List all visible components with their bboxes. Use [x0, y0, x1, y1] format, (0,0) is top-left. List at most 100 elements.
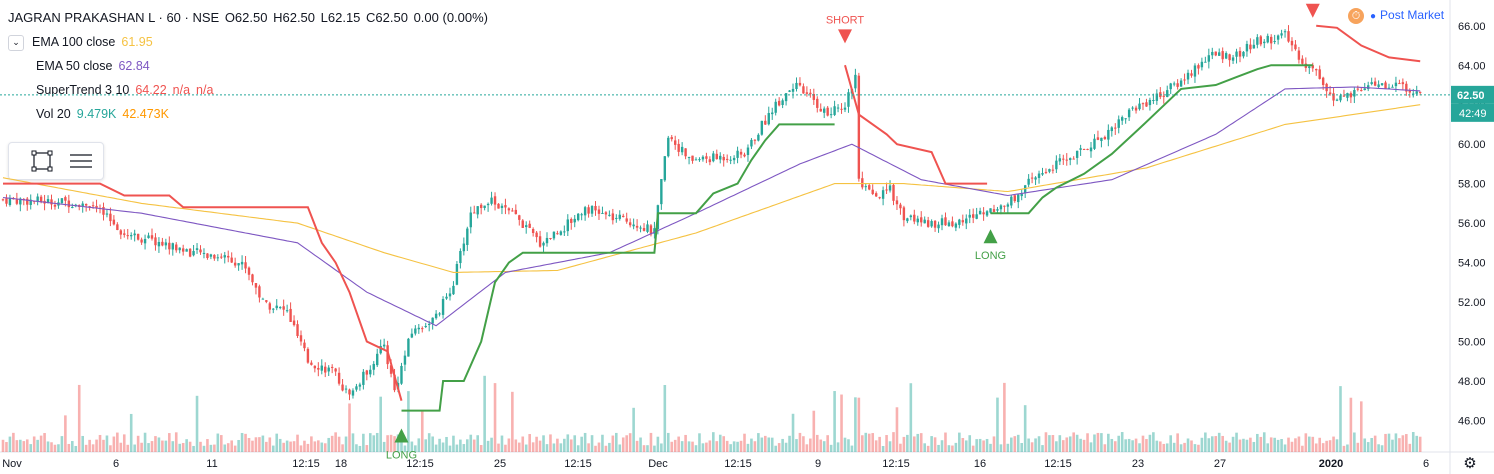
candle-body [1089, 147, 1093, 152]
long-signal: LONG [386, 428, 417, 461]
collapse-toggle[interactable]: ⌄ [8, 34, 24, 51]
candle-body [871, 189, 874, 194]
symbol-title[interactable]: JAGRAN PRAKASHAN L · 60 · NSE [8, 10, 220, 25]
candle-body [1010, 196, 1013, 206]
volume-bar [1256, 433, 1259, 452]
candle-body [209, 254, 213, 257]
candle-body [1166, 90, 1169, 98]
volume-bar [569, 439, 573, 452]
volume-bar [1290, 441, 1294, 452]
candle-body [881, 190, 885, 199]
time-tick-label: 27 [1214, 458, 1226, 470]
candle-body [1370, 82, 1373, 85]
candle-body [310, 362, 313, 365]
candle-body [525, 225, 528, 228]
candle-body [254, 283, 258, 288]
candle-body [989, 208, 992, 213]
candle-body [649, 225, 653, 235]
candle-body [123, 233, 126, 235]
candle-body [102, 206, 105, 215]
volume-bar [1165, 443, 1169, 452]
candle-body [369, 369, 372, 375]
object-tree-button[interactable] [67, 149, 93, 173]
indicator-ema100[interactable]: ⌄ EMA 100 close 61.95 [8, 30, 490, 54]
candle-body [1211, 51, 1214, 56]
volume-bar [77, 384, 81, 452]
candle-body [1235, 51, 1238, 57]
candle-body [840, 108, 843, 110]
post-market-indicator[interactable]: ⏱ ● Post Market [1348, 8, 1444, 24]
volume-bar [1245, 439, 1249, 452]
indicator-extra: n/a [196, 83, 214, 97]
volume-bar [1120, 432, 1124, 452]
volume-bar [60, 436, 64, 452]
volume-bar [171, 441, 175, 452]
volume-bar [1311, 436, 1315, 452]
volume-bar [1089, 442, 1093, 452]
volume-bar [455, 444, 459, 452]
candle-body [372, 363, 375, 370]
ohlc-high: H62.50 [273, 10, 316, 25]
volume-bar [1093, 434, 1096, 452]
time-tick-label: 12:15 [292, 458, 320, 470]
volume-bar [5, 442, 8, 452]
volume-bar [923, 443, 926, 452]
candle-body [556, 233, 559, 235]
candle-body [836, 107, 840, 109]
candle-body [233, 262, 237, 266]
long-signal: LONG [975, 229, 1006, 262]
indicator-ema50[interactable]: EMA 50 close 62.84 [8, 54, 490, 78]
volume-bar [289, 441, 292, 452]
candle-body [978, 210, 982, 215]
volume-bar [323, 443, 327, 452]
volume-bar [310, 436, 313, 452]
drawing-toolbar [8, 142, 104, 180]
candle-body [680, 146, 684, 153]
time-tick-label: 6 [113, 458, 119, 470]
volume-bar [320, 442, 324, 452]
candle-body [133, 233, 136, 236]
indicator-supertrend[interactable]: SuperTrend 3 10 64.22 n/a n/a [8, 78, 490, 102]
volume-bar [698, 433, 701, 452]
candle-body [289, 308, 292, 322]
candle-body [511, 210, 514, 212]
candle-body [251, 274, 254, 283]
volume-bar [1411, 432, 1415, 452]
indicator-volume[interactable]: Vol 20 9.479K 42.473K [8, 102, 490, 126]
volume-bar [1138, 443, 1141, 452]
volume-bar [330, 435, 334, 452]
rectangle-tool-button[interactable] [29, 149, 55, 173]
volume-bar [770, 437, 774, 452]
volume-bar [1373, 435, 1377, 452]
volume-bar [739, 440, 743, 452]
volume-bar [275, 433, 279, 452]
indicator-value: 42.473K [122, 107, 169, 121]
volume-bar [1384, 433, 1387, 452]
candle-body [1, 199, 5, 201]
volume-bar [299, 445, 303, 452]
volume-bar [230, 440, 233, 452]
candle-body [213, 254, 216, 259]
candle-body [1380, 83, 1384, 85]
candle-body [784, 93, 788, 102]
volume-bar [1207, 438, 1211, 452]
volume-bar [566, 434, 570, 452]
volume-bar [736, 441, 739, 452]
candle-body [348, 389, 351, 395]
candle-body [767, 113, 770, 125]
volume-bar [81, 435, 84, 452]
candle-body [29, 199, 32, 205]
short-marker [1305, 3, 1320, 18]
candle-body [265, 300, 268, 302]
clock-icon: ⏱ [1348, 8, 1364, 24]
supertrend-down-line [1316, 24, 1421, 63]
price-tick-label: 64.00 [1458, 60, 1486, 72]
volume-bar [389, 434, 393, 452]
volume-bar [982, 440, 985, 452]
candle-body [635, 225, 639, 228]
volume-bar [393, 436, 396, 452]
volume-bar [1217, 432, 1221, 452]
volume-bar [535, 436, 538, 452]
candle-body [687, 156, 691, 158]
